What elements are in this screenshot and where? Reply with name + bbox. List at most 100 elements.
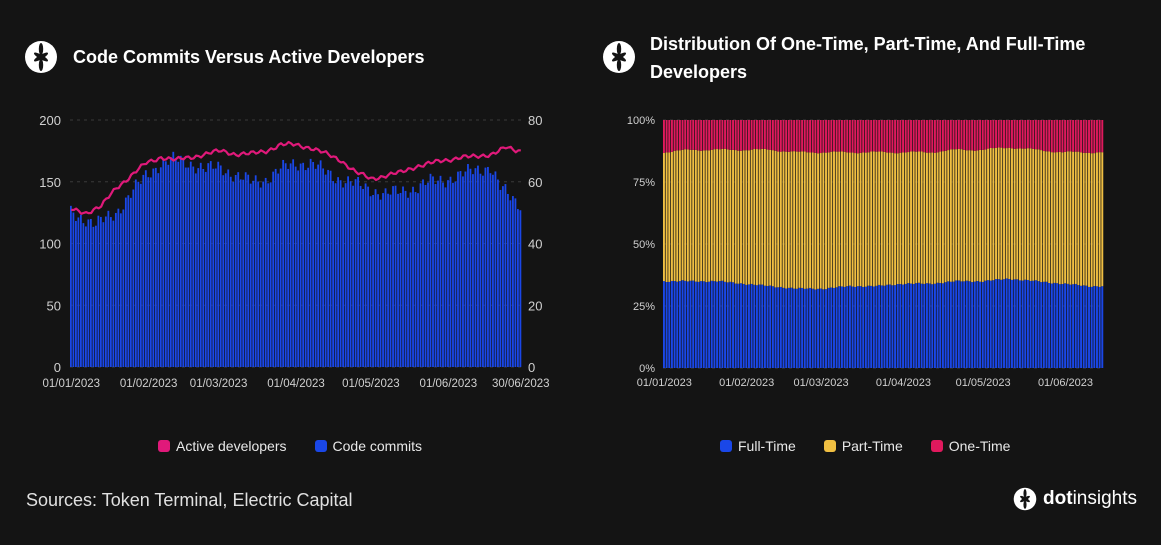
part-time-bar [904, 152, 907, 284]
legend-item-active-developers[interactable]: Active developers [158, 438, 287, 454]
part-time-bar [787, 151, 790, 288]
part-time-bar [708, 150, 711, 282]
full-time-bar [814, 289, 817, 368]
one-time-bar [870, 120, 873, 152]
commit-bar [84, 226, 87, 367]
part-time-bar [944, 150, 947, 283]
commit-bar [467, 164, 469, 367]
commit-bar [294, 166, 297, 367]
full-time-bar [976, 281, 979, 368]
one-time-bar [732, 120, 734, 150]
full-time-bar [995, 279, 997, 368]
one-time-bar [1096, 120, 1098, 153]
legend-item-part-time[interactable]: Part-Time [823, 438, 903, 454]
sources-note: Sources: Token Terminal, Electric Capita… [26, 490, 353, 510]
one-time-bar [1074, 120, 1077, 152]
part-time-bar [801, 151, 804, 288]
full-time-bar [785, 288, 788, 368]
full-time-bar [920, 283, 923, 368]
full-time-bar [862, 286, 865, 368]
part-time-bar [1050, 152, 1053, 284]
part-time-bar [684, 149, 687, 281]
full-time-bar [694, 281, 697, 368]
commit-bar [349, 181, 352, 367]
full-time-bar [678, 281, 681, 368]
part-time-bar [732, 149, 734, 283]
one-time-bar [904, 120, 907, 153]
one-time-bar [1024, 120, 1027, 149]
legend-item-code-commits[interactable]: Code commits [314, 438, 422, 454]
full-time-bar [1048, 283, 1051, 368]
legend-item-full-time[interactable]: Full-Time [720, 438, 796, 454]
commit-bar [359, 185, 362, 367]
one-time-bar [798, 120, 801, 152]
full-time-bar [933, 283, 936, 368]
part-time-bar [809, 152, 812, 288]
commit-bar [322, 168, 325, 367]
commit-bar [442, 182, 444, 367]
commit-bar [329, 170, 332, 367]
commit-bar [314, 168, 317, 367]
full-time-bar [705, 282, 708, 368]
full-time-bar [742, 283, 745, 368]
part-time-bar [1056, 152, 1059, 284]
one-time-bar [673, 120, 676, 151]
one-time-bar [795, 120, 798, 152]
part-time-bar [740, 150, 742, 284]
commit-bar [479, 173, 482, 367]
full-time-bar [1098, 286, 1101, 368]
full-time-bar [708, 281, 711, 368]
one-time-bar [1037, 120, 1040, 150]
x-tick-label: 01/05/2023 [342, 378, 400, 390]
part-time-bar [705, 150, 708, 283]
full-time-bar [758, 284, 761, 368]
commit-bar [194, 173, 197, 367]
one-time-bar [1029, 120, 1032, 149]
commit-bar [299, 163, 302, 367]
commit-bar [307, 167, 310, 367]
one-time-bar [992, 120, 995, 149]
full-time-bar [835, 287, 838, 368]
one-time-bar [894, 120, 897, 154]
commit-bar [232, 181, 235, 367]
commit-bar [234, 175, 237, 367]
full-time-bar [681, 280, 684, 368]
one-time-bar [814, 120, 817, 153]
one-time-bar [1048, 120, 1051, 152]
commit-bar [339, 180, 342, 367]
commit-bar [409, 192, 412, 367]
one-time-bar [1005, 120, 1008, 149]
commit-bar [309, 158, 312, 367]
full-time-bar [1016, 279, 1019, 368]
commit-bar [312, 161, 315, 367]
part-time-bar [1090, 153, 1093, 287]
one-time-bar [681, 120, 684, 150]
one-time-bar [702, 120, 705, 151]
commit-bar [397, 193, 399, 367]
legend-item-one-time[interactable]: One-Time [930, 438, 1010, 454]
dotinsights-brand[interactable]: dot insights [1013, 487, 1137, 511]
part-time-bar [886, 152, 889, 285]
one-time-bar [1032, 120, 1035, 149]
commit-bar [324, 174, 327, 367]
part-time-bar [678, 150, 681, 282]
one-time-bar [910, 120, 912, 152]
one-time-bar [1056, 120, 1059, 153]
part-time-bar [1040, 150, 1043, 283]
one-time-bar [851, 120, 854, 153]
full-time-bar [673, 281, 676, 368]
y-left-tick-label: 0 [54, 360, 61, 375]
full-time-bar [809, 287, 812, 368]
full-time-bar [1011, 279, 1013, 368]
part-time-bar [949, 149, 952, 282]
full-time-bar [686, 281, 689, 368]
commit-bar [129, 197, 132, 367]
full-time-bar [928, 283, 931, 368]
commit-bar [149, 177, 152, 367]
full-time-bar [1096, 286, 1098, 368]
commit-bar [94, 225, 97, 367]
part-time-bar [883, 151, 886, 286]
commit-bar [482, 175, 484, 367]
legend-swatch-full-time [720, 440, 732, 452]
one-time-bar [960, 120, 963, 150]
